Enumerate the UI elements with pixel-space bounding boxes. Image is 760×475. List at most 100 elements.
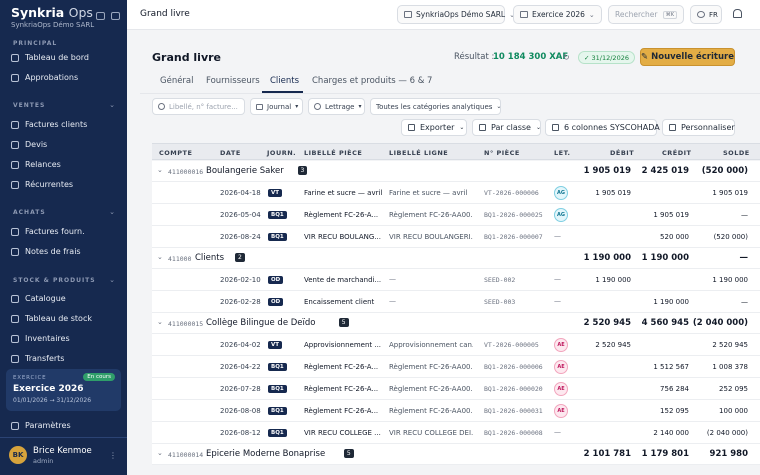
table-row[interactable]: 2026-04-22 BQ1 Règlement FC-26-A... Règleme… [152,356,760,378]
more-icon[interactable]: ⋮ [109,451,117,460]
account-number: 411000014 [168,451,204,459]
piece-number[interactable]: BQ1-2026-000008 [484,429,543,437]
sidebar-item[interactable]: Inventaires [6,330,121,347]
piece-label[interactable]: Règlement FC-26-A... [304,407,379,415]
table-row[interactable]: 2026-08-08 BQ1 Règlement FC-26-A... Règleme… [152,400,760,422]
account-group-row[interactable]: ⌄ 411000 Clients 2 1 190 000 1 190 000 — [152,248,760,269]
split-view-icon[interactable] [96,12,105,20]
exercice-selector[interactable]: Exercice 2026 ⌄ [513,5,602,24]
lettrage-badge[interactable]: AG [554,186,568,200]
account-group-row[interactable]: ⌄ 411000016 Boulangerie Saker 3 1 905 019 2 4… [152,161,760,182]
piece-number[interactable]: SEED-003 [484,298,516,306]
language-switcher[interactable]: FR [690,5,722,24]
piece-number[interactable]: BQ1-2026-000025 [484,211,543,219]
sidebar-item[interactable]: Approbations [6,69,121,86]
piece-number[interactable]: VT-2026-000006 [484,189,539,197]
line-label: VIR RECU COLLEGE DEI... [389,429,473,437]
search-input[interactable]: Libellé, n° facture... [152,98,245,115]
tab-clients[interactable]: Clients [270,76,300,86]
sidebar-item[interactable]: Catalogue [6,290,121,307]
piece-label[interactable]: Farine et sucre — avril [304,189,382,197]
collapse-sidebar-icon[interactable] [111,12,120,20]
nav-icon [11,140,19,149]
sidebar-item[interactable]: Tableau de bord [6,49,121,66]
group-by-button[interactable]: Par classe ⌄ [472,119,541,136]
lettrage-badge[interactable]: AE [554,338,568,352]
lettrage-filter[interactable]: Lettrage ▾ [308,98,365,115]
global-search-input[interactable]: Rechercher ⌘K [608,5,684,24]
new-entry-button[interactable]: ✎ Nouvelle écriture [640,48,735,66]
piece-label[interactable]: Vente de marchandi... [304,276,382,284]
sidebar-item[interactable]: Factures fourn. [6,223,121,240]
nav-icon [11,227,19,236]
columns-button[interactable]: 6 colonnes SYSCOHADA [545,119,660,136]
analytics-select[interactable]: Toutes les catégories analytiques ⌄ [370,98,501,115]
lettrage-badge[interactable]: AE [554,360,568,374]
chevron-down-icon[interactable]: ⌄ [157,253,163,261]
table-row[interactable]: 2026-02-28 OD Encaissement client — SEED-003… [152,291,760,313]
sidebar-item[interactable]: Tableau de stock [6,310,121,327]
piece-number[interactable]: VT-2026-000005 [484,341,539,349]
line-balance: — [741,298,748,306]
chevron-down-icon[interactable]: ⌄ [157,318,163,326]
empty-cell: — [554,297,561,305]
lettrage-badge[interactable]: AG [554,208,568,222]
sidebar-item[interactable]: Devis [6,136,121,153]
avatar[interactable]: BK [9,446,27,464]
table-row[interactable]: 2026-02-10 OD Vente de marchandi... — SEED-0… [152,269,760,291]
nav-icon [11,247,19,256]
account-name: Épicerie Moderne Bonaprise [206,449,326,459]
company-switcher[interactable]: SynkriaOps Démo SARL ⌄ [397,5,515,24]
account-group-row[interactable]: ⌄ 411000014 Épicerie Moderne Bonaprise 5 2 1… [152,444,760,465]
chevron-down-icon[interactable]: ⌄ [157,166,163,174]
chevron-down-icon[interactable]: ⌄ [109,208,115,216]
lettrage-badge[interactable]: AE [554,404,568,418]
piece-label[interactable]: VIR RECU COLLEGE ... [304,429,381,437]
piece-number[interactable]: BQ1-2026-000006 [484,363,543,371]
sidebar-item[interactable]: Récurrentes [6,176,121,193]
sidebar-item-parametres[interactable]: Paramètres [6,417,121,434]
table-row[interactable]: 2026-07-28 BQ1 Règlement FC-26-A... Règleme… [152,378,760,400]
journal-filter[interactable]: Journal ▾ [250,98,303,115]
lettrage-badge[interactable]: AE [554,382,568,396]
chevron-down-icon[interactable]: ⌄ [109,276,115,284]
piece-label[interactable]: Approvisionnement ... [304,341,382,349]
nav-icon [11,53,19,62]
tab-bar: Général Fournisseurs Clients Charges et … [140,72,760,94]
sidebar-item[interactable]: Notes de frais [6,243,121,260]
table-row[interactable]: 2026-08-24 BQ1 VIR RECU BOULANG... VIR RECU… [152,226,760,248]
export-button[interactable]: Exporter ⌄ [401,119,467,136]
piece-label[interactable]: Règlement FC-26-A... [304,385,379,393]
chevron-down-icon[interactable]: ⌄ [157,449,163,457]
piece-label[interactable]: VIR RECU BOULANG... [304,233,381,241]
piece-label[interactable]: Règlement FC-26-A... [304,211,379,219]
piece-number[interactable]: BQ1-2026-000007 [484,233,543,241]
journal-badge: OD [268,276,284,284]
exercice-card[interactable]: EXERCICE En cours Exercice 2026 01/01/20… [6,369,121,411]
sidebar-item[interactable]: Transferts [6,350,121,367]
tab-fournisseurs[interactable]: Fournisseurs [206,76,260,86]
piece-number[interactable]: SEED-002 [484,276,516,284]
line-label: Règlement FC-26-AA00... [389,363,473,371]
tab-charges-produits[interactable]: Charges et produits — 6 & 7 [312,76,433,86]
customize-button[interactable]: Personnaliser [662,119,735,136]
table-row[interactable]: 2026-04-18 VT Farine et sucre — avril Farin… [152,182,760,204]
piece-label[interactable]: Encaissement client [304,298,375,306]
sidebar-item[interactable]: Relances [6,156,121,173]
table-row[interactable]: 2026-04-02 VT Approvisionnement ... Approvi… [152,334,760,356]
account-group-row[interactable]: ⌄ 411000015 Collège Bilingue de Deïdo 5 2 52… [152,313,760,334]
piece-number[interactable]: BQ1-2026-000031 [484,407,543,415]
tab-general[interactable]: Général [160,76,194,86]
chevron-down-icon[interactable]: ⌄ [109,101,115,109]
table-row[interactable]: 2026-05-04 BQ1 Règlement FC-26-A... Règleme… [152,204,760,226]
table-row[interactable]: 2026-08-12 BQ1 VIR RECU COLLEGE ... VIR REC… [152,422,760,444]
building-icon [404,11,412,18]
piece-label[interactable]: Règlement FC-26-A... [304,363,379,371]
bell-icon[interactable] [733,9,742,18]
piece-number[interactable]: BQ1-2026-000020 [484,385,543,393]
sidebar-item[interactable]: Factures clients [6,116,121,133]
count-badge: 3 [297,166,308,175]
closing-date-badge: ✓ 31/12/2026 [578,51,635,64]
brand-logo[interactable]: Synkria Ops [11,5,93,20]
refresh-icon[interactable]: ↻ [563,53,570,62]
